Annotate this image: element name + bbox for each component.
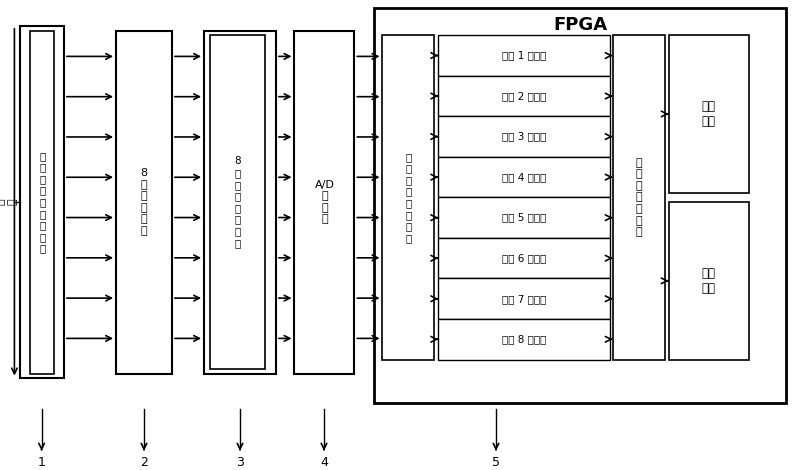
Bar	[20, 26, 64, 378]
Text: 3: 3	[236, 456, 244, 470]
Text: FPGA: FPGA	[554, 16, 607, 34]
Text: 8
通
道
放
大
器: 8 通 道 放 大 器	[141, 168, 147, 236]
Text: 输出 5 预处理: 输出 5 预处理	[502, 212, 546, 223]
Text: 转
换
结
果
通
道
分
配: 转 换 结 果 通 道 分 配	[406, 152, 411, 243]
Text: 电
流: 电 流	[0, 199, 18, 205]
Bar	[438, 238, 610, 278]
Bar	[116, 31, 172, 374]
Text: 模拟
输出: 模拟 输出	[702, 267, 716, 295]
Bar	[294, 31, 354, 374]
Text: 输出 2 预处理: 输出 2 预处理	[502, 91, 546, 101]
Text: 2: 2	[140, 456, 148, 470]
Bar	[438, 278, 610, 319]
Text: 输出 7 预处理: 输出 7 预处理	[502, 294, 546, 304]
Text: 巨
磁
阻
芯
片
子
板
阵
列: 巨 磁 阻 芯 片 子 板 阵 列	[39, 151, 46, 253]
Bar	[669, 202, 749, 360]
Bar	[30, 31, 54, 374]
Text: 数字
输出: 数字 输出	[702, 100, 716, 128]
Text: 输出 8 预处理: 输出 8 预处理	[502, 334, 546, 345]
Bar	[438, 35, 610, 76]
Bar	[204, 31, 276, 374]
Bar	[438, 117, 610, 157]
Bar	[438, 319, 610, 360]
Bar	[438, 157, 610, 197]
Bar	[613, 35, 665, 360]
Text: 输出 1 预处理: 输出 1 预处理	[502, 50, 546, 61]
Bar	[669, 35, 749, 193]
Text: 空
间
傅
立
叶
变
换: 空 间 傅 立 叶 变 换	[635, 157, 642, 237]
Text: 8
通
道
采
样
保
持
器: 8 通 道 采 样 保 持 器	[234, 157, 241, 248]
Text: 1: 1	[38, 456, 46, 470]
Bar	[374, 8, 786, 403]
Text: 输出 4 预处理: 输出 4 预处理	[502, 172, 546, 182]
Bar	[438, 76, 610, 117]
Bar	[382, 35, 434, 360]
Text: 5: 5	[492, 456, 500, 470]
Text: 4: 4	[320, 456, 328, 470]
Text: 输出 6 预处理: 输出 6 预处理	[502, 253, 546, 263]
Bar	[210, 35, 265, 369]
Text: A/D
转
换
器: A/D 转 换 器	[314, 180, 334, 225]
Text: 输出 3 预处理: 输出 3 预处理	[502, 132, 546, 141]
Bar	[438, 197, 610, 238]
